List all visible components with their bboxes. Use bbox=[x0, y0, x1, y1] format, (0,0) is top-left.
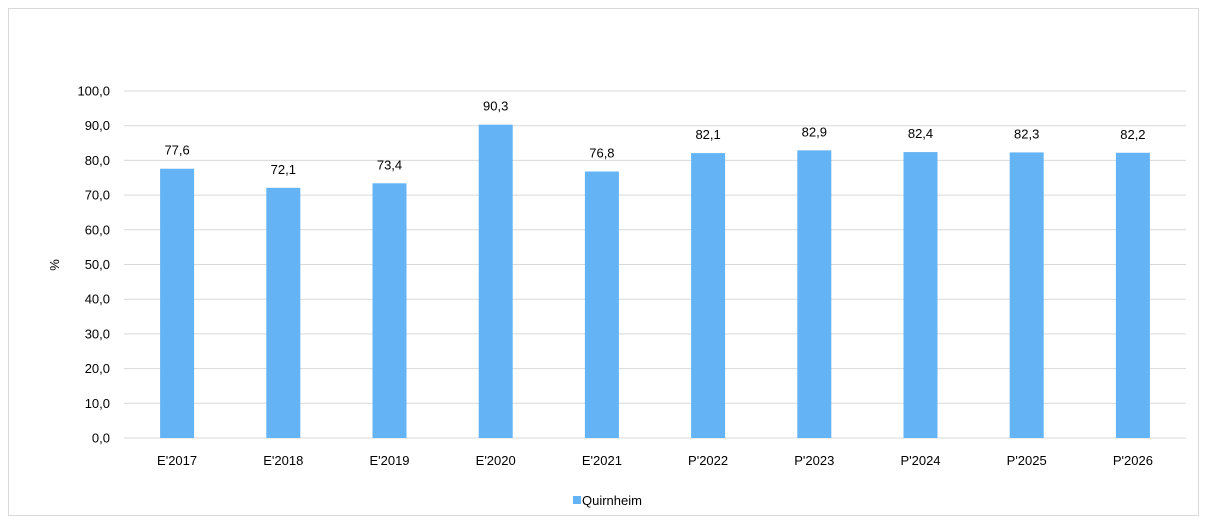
data-label: 82,1 bbox=[695, 127, 720, 142]
y-tick-label: 60,0 bbox=[85, 222, 110, 237]
bar[interactable] bbox=[797, 150, 832, 438]
x-tick-label: E'2018 bbox=[263, 453, 303, 468]
data-labels: 77,6 72,1 73,4 90,3 76,8 82,1 82,9 82,4 82,3 82,2 bbox=[164, 99, 1145, 177]
bar[interactable] bbox=[903, 152, 938, 438]
gridlines bbox=[124, 90, 1186, 439]
x-tick-label: P'2024 bbox=[900, 453, 940, 468]
data-label: 73,4 bbox=[377, 157, 402, 172]
y-axis-tick-labels: 0,0 10,0 20,0 30,0 40,0 50,0 60,0 70,0 80,0 90,0 1… bbox=[77, 84, 110, 446]
x-axis-tick-labels: E'2017 E'2018 E'2019 E'2020 E'2021 P'2022 P'20… bbox=[157, 453, 1153, 468]
data-label: 82,9 bbox=[802, 124, 827, 139]
y-tick-label: 90,0 bbox=[85, 118, 110, 133]
y-tick-label: 50,0 bbox=[85, 257, 110, 272]
legend[interactable]: Quirnheim bbox=[573, 493, 642, 508]
x-tick-label: P'2022 bbox=[688, 453, 728, 468]
x-tick-label: P'2023 bbox=[794, 453, 834, 468]
bars bbox=[160, 124, 1150, 439]
y-tick-label: 70,0 bbox=[85, 188, 110, 203]
bar[interactable] bbox=[478, 124, 513, 438]
x-tick-label: E'2020 bbox=[476, 453, 516, 468]
data-label: 82,3 bbox=[1014, 126, 1039, 141]
y-tick-label: 20,0 bbox=[85, 361, 110, 376]
legend-swatch bbox=[573, 496, 581, 504]
bar[interactable] bbox=[266, 187, 301, 438]
bar[interactable] bbox=[584, 171, 619, 438]
x-tick-label: E'2019 bbox=[369, 453, 409, 468]
y-tick-label: 40,0 bbox=[85, 292, 110, 307]
y-tick-label: 30,0 bbox=[85, 326, 110, 341]
bar[interactable] bbox=[1115, 152, 1150, 439]
bar[interactable] bbox=[160, 168, 195, 438]
y-tick-label: 80,0 bbox=[85, 153, 110, 168]
x-tick-label: P'2025 bbox=[1007, 453, 1047, 468]
bar[interactable] bbox=[372, 183, 407, 438]
y-tick-label: 0,0 bbox=[92, 431, 110, 446]
y-tick-label: 100,0 bbox=[77, 84, 110, 99]
data-label: 82,2 bbox=[1120, 127, 1145, 142]
y-axis-title: % bbox=[47, 259, 62, 271]
legend-label: Quirnheim bbox=[582, 493, 642, 508]
data-label: 90,3 bbox=[483, 99, 508, 114]
y-tick-label: 10,0 bbox=[85, 396, 110, 411]
x-tick-label: P'2026 bbox=[1113, 453, 1153, 468]
data-label: 76,8 bbox=[589, 146, 614, 161]
x-tick-label: E'2021 bbox=[582, 453, 622, 468]
bar[interactable] bbox=[1009, 152, 1044, 438]
data-label: 77,6 bbox=[164, 143, 189, 158]
data-label: 72,1 bbox=[271, 162, 296, 177]
data-label: 82,4 bbox=[908, 126, 933, 141]
bar[interactable] bbox=[691, 153, 726, 438]
x-tick-label: E'2017 bbox=[157, 453, 197, 468]
